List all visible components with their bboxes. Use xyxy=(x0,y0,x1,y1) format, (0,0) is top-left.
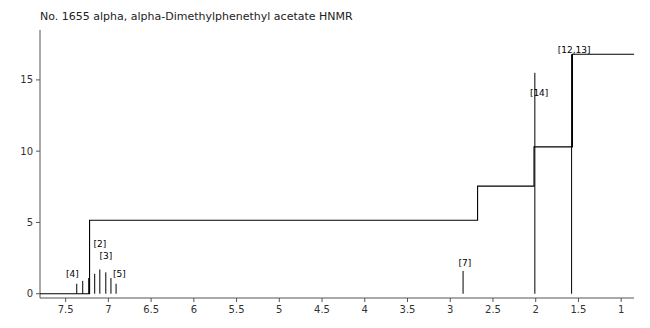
x-tick-label: 2 xyxy=(533,304,539,315)
x-axis xyxy=(40,298,634,299)
annotation: [12,13] xyxy=(558,45,591,55)
x-tick-label: 4.5 xyxy=(314,304,330,315)
x-tick-label: 2.5 xyxy=(485,304,501,315)
annotation: [14] xyxy=(530,88,548,98)
x-tick xyxy=(407,298,408,302)
peak xyxy=(94,274,95,294)
peak xyxy=(463,271,464,294)
x-tick-label: 6 xyxy=(191,304,197,315)
x-tick-label: 3 xyxy=(447,304,453,315)
peak xyxy=(76,284,77,294)
y-tick-label: 15 xyxy=(20,74,33,85)
x-tick xyxy=(322,298,323,302)
x-tick-label: 7 xyxy=(105,304,111,315)
annotation: [2] xyxy=(93,239,106,249)
peak xyxy=(110,278,111,294)
peak xyxy=(99,269,100,293)
integral-line xyxy=(40,54,634,293)
x-tick xyxy=(578,298,579,302)
y-tick-label: 10 xyxy=(20,146,33,157)
x-tick-label: 1.5 xyxy=(570,304,586,315)
annotation: [7] xyxy=(458,258,471,268)
x-tick-label: 6.5 xyxy=(143,304,159,315)
y-tick-label: 5 xyxy=(27,217,33,228)
y-tick xyxy=(36,151,40,152)
y-tick xyxy=(36,222,40,223)
x-tick xyxy=(236,298,237,302)
x-tick-label: 7.5 xyxy=(58,304,74,315)
x-tick xyxy=(65,298,66,302)
x-tick xyxy=(151,298,152,302)
peak xyxy=(82,281,83,294)
x-tick-label: 4 xyxy=(362,304,368,315)
x-tick-label: 5.5 xyxy=(229,304,245,315)
x-tick xyxy=(535,298,536,302)
x-tick xyxy=(279,298,280,302)
peak xyxy=(105,272,106,293)
x-tick-label: 3.5 xyxy=(400,304,416,315)
annotation: [5] xyxy=(113,269,126,279)
x-tick-label: 5 xyxy=(276,304,282,315)
chart: No. 1655 alpha, alpha-Dimethylphenethyl … xyxy=(0,0,650,328)
x-tick xyxy=(108,298,109,302)
y-tick-label: 0 xyxy=(27,288,33,299)
x-tick-label: 1 xyxy=(618,304,624,315)
annotation: [4] xyxy=(66,269,79,279)
plot-area xyxy=(40,54,634,293)
x-tick xyxy=(621,298,622,302)
y-tick xyxy=(36,79,40,80)
title: No. 1655 alpha, alpha-Dimethylphenethyl … xyxy=(40,10,353,23)
y-tick xyxy=(36,293,40,294)
x-tick xyxy=(193,298,194,302)
x-tick xyxy=(450,298,451,302)
peak xyxy=(116,284,117,294)
annotation: [3] xyxy=(99,251,112,261)
x-tick xyxy=(492,298,493,302)
y-axis xyxy=(40,30,41,298)
x-tick xyxy=(364,298,365,302)
